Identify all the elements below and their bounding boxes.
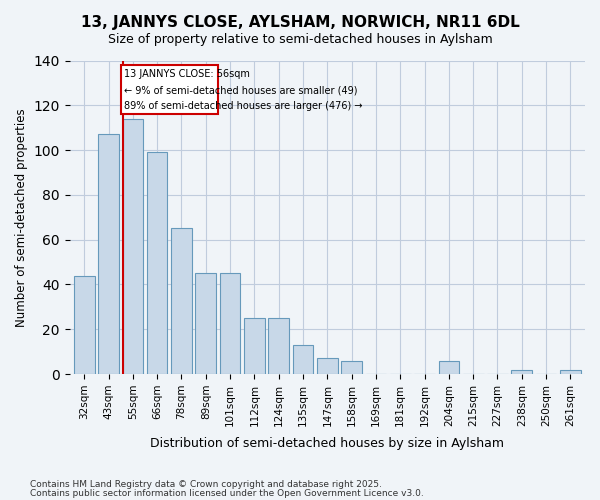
Text: Contains public sector information licensed under the Open Government Licence v3: Contains public sector information licen…	[30, 488, 424, 498]
Bar	[147, 152, 167, 374]
Bar	[341, 360, 362, 374]
Bar	[220, 274, 241, 374]
Bar	[74, 276, 95, 374]
Bar	[268, 318, 289, 374]
Bar	[171, 228, 192, 374]
Text: 89% of semi-detached houses are larger (476) →: 89% of semi-detached houses are larger (…	[124, 101, 363, 111]
Bar	[98, 134, 119, 374]
FancyBboxPatch shape	[121, 65, 218, 114]
Y-axis label: Number of semi-detached properties: Number of semi-detached properties	[15, 108, 28, 326]
Bar	[122, 118, 143, 374]
Bar	[244, 318, 265, 374]
Bar	[439, 360, 459, 374]
Bar	[560, 370, 581, 374]
Bar	[196, 274, 216, 374]
Text: Size of property relative to semi-detached houses in Aylsham: Size of property relative to semi-detach…	[107, 32, 493, 46]
Text: 13, JANNYS CLOSE, AYLSHAM, NORWICH, NR11 6DL: 13, JANNYS CLOSE, AYLSHAM, NORWICH, NR11…	[80, 15, 520, 30]
Bar	[511, 370, 532, 374]
Text: Contains HM Land Registry data © Crown copyright and database right 2025.: Contains HM Land Registry data © Crown c…	[30, 480, 382, 489]
Bar	[317, 358, 338, 374]
X-axis label: Distribution of semi-detached houses by size in Aylsham: Distribution of semi-detached houses by …	[151, 437, 505, 450]
Text: 13 JANNYS CLOSE: 56sqm: 13 JANNYS CLOSE: 56sqm	[124, 70, 250, 80]
Bar	[293, 345, 313, 374]
Text: ← 9% of semi-detached houses are smaller (49): ← 9% of semi-detached houses are smaller…	[124, 85, 358, 95]
